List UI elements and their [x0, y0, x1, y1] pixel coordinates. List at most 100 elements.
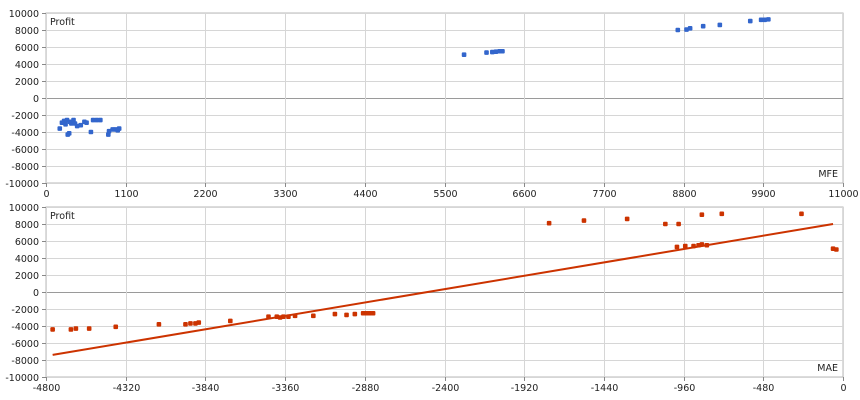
x-tick-label: 11000 [828, 189, 858, 200]
y-tick-label: 2000 [15, 77, 39, 88]
data-point [624, 216, 630, 222]
data-point [66, 130, 72, 136]
mfe-profit-chart: -10000 -8000 -6000 -4000 -2000 0 2000 4000 6000 8… [5, 9, 858, 200]
y-tick-label: -2000 [11, 111, 39, 122]
y-tick-label: 2000 [15, 271, 39, 282]
x-tick-label: 0 [43, 189, 49, 200]
data-point [90, 117, 96, 123]
y-tick-label: -6000 [11, 145, 39, 156]
data-point [74, 123, 80, 129]
data-point [704, 242, 710, 248]
y-tick-label: 6000 [15, 43, 39, 54]
y-tick-label: -10000 [5, 373, 39, 384]
x-axis-label: MAE [817, 363, 838, 374]
y-tick-label: 4000 [15, 60, 39, 71]
data-point [674, 244, 680, 250]
data-point [834, 247, 839, 252]
mae-profit-chart: -10000 -8000 -6000 -4000 -2000 0 2000 4000 6000 8… [5, 203, 846, 394]
x-tick-label: 3300 [273, 189, 297, 200]
data-point [699, 212, 705, 217]
data-point [758, 17, 764, 23]
data-point [88, 129, 94, 135]
data-point [281, 314, 286, 319]
y-axis-label: Profit [50, 17, 75, 28]
data-point [183, 322, 188, 327]
data-point [86, 326, 92, 331]
data-point [493, 49, 499, 54]
x-tick-label: -2400 [432, 383, 460, 394]
y-tick-label: -8000 [11, 356, 39, 367]
data-point [682, 243, 688, 249]
data-point [663, 221, 668, 227]
x-tick-label: -3840 [192, 383, 220, 394]
data-point [684, 27, 689, 32]
x-axis-label: MFE [818, 169, 838, 180]
y-tick-label: -4000 [11, 322, 39, 333]
data-point [747, 18, 753, 24]
y-tick-label: -6000 [11, 339, 39, 350]
data-point [500, 48, 505, 54]
y-tick-label: 6000 [15, 237, 39, 248]
x-tick-label: -2880 [352, 383, 380, 394]
data-point [762, 17, 768, 23]
y-tick-label: 4000 [15, 254, 39, 265]
y-tick-label: 0 [33, 288, 39, 299]
data-point [676, 221, 681, 227]
data-point [84, 120, 89, 125]
data-point [50, 327, 55, 332]
data-point [461, 52, 467, 57]
data-point [717, 22, 723, 28]
data-point [700, 23, 706, 29]
data-point [57, 126, 63, 131]
y-tick-label: 8000 [15, 220, 39, 231]
data-point [581, 218, 587, 223]
y-tick-label: -4000 [11, 128, 39, 139]
x-tick-label: -1920 [511, 383, 539, 394]
data-point [292, 313, 298, 319]
data-point [116, 126, 122, 131]
data-point [228, 318, 233, 324]
data-point [78, 122, 84, 128]
data-point [188, 321, 193, 326]
x-tick-label: -480 [753, 383, 775, 394]
x-tick-label: 4400 [353, 189, 377, 200]
y-tick-label: 8000 [15, 26, 39, 37]
data-point [73, 326, 79, 331]
data-point [699, 242, 705, 247]
data-point [766, 17, 771, 22]
x-tick-label: -4320 [113, 383, 141, 394]
data-point [719, 211, 725, 217]
data-point [266, 314, 271, 319]
x-tick-label: -960 [674, 383, 696, 394]
data-point [484, 50, 489, 55]
x-tick-label: 1100 [114, 189, 138, 200]
data-point [687, 26, 693, 31]
x-tick-label: 2200 [193, 189, 217, 200]
data-point [691, 243, 696, 249]
y-axis-label: Profit [50, 211, 75, 222]
x-tick-label: -3360 [272, 383, 300, 394]
data-point [490, 49, 495, 55]
y-tick-label: -2000 [11, 305, 39, 316]
y-tick-label: 10000 [9, 203, 39, 214]
data-point [106, 128, 112, 134]
data-point [675, 27, 681, 33]
data-point [156, 322, 162, 327]
data-point [546, 220, 552, 226]
data-point [113, 324, 119, 330]
x-tick-label: -1440 [591, 383, 619, 394]
data-point [68, 327, 74, 332]
data-point [311, 313, 316, 319]
data-point [196, 320, 202, 325]
y-tick-label: 0 [33, 94, 39, 105]
data-point [286, 314, 291, 319]
y-tick-label: 10000 [9, 9, 39, 20]
x-tick-label: 6600 [512, 189, 536, 200]
x-tick-label: 9900 [751, 189, 775, 200]
data-point [799, 211, 804, 217]
data-point [63, 122, 68, 127]
data-point [352, 311, 358, 317]
data-point [370, 310, 376, 316]
x-tick-label: 5500 [433, 189, 457, 200]
